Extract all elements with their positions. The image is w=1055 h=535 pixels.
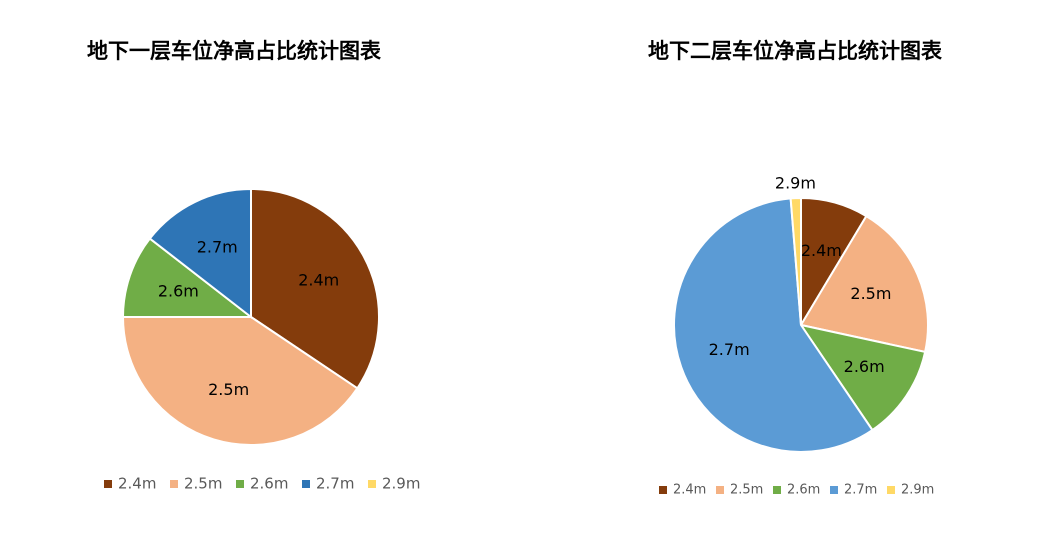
pie-slice bbox=[673, 197, 874, 453]
pie-slice bbox=[799, 214, 929, 354]
data-label: 2.6m bbox=[844, 357, 885, 376]
legend-label: 2.7m bbox=[316, 475, 354, 493]
legend-swatch bbox=[170, 480, 178, 488]
legend-swatch bbox=[887, 486, 895, 494]
legend-label: 2.4m bbox=[673, 483, 706, 498]
data-label: 2.4m bbox=[298, 270, 339, 289]
pie-slice bbox=[789, 196, 802, 326]
pie-slice bbox=[121, 316, 359, 446]
legend-swatch bbox=[773, 486, 781, 494]
data-label: 2.6m bbox=[158, 282, 199, 301]
legend-swatch bbox=[104, 480, 112, 488]
pie-slice bbox=[121, 237, 254, 318]
pie-slice bbox=[148, 187, 252, 320]
legend-swatch bbox=[236, 480, 244, 488]
legend-swatch bbox=[830, 486, 838, 494]
legend-swatch bbox=[302, 480, 310, 488]
legend-swatch bbox=[368, 480, 376, 488]
legend-label: 2.7m bbox=[844, 483, 877, 498]
legend-label: 2.9m bbox=[901, 483, 934, 498]
legend-swatch bbox=[659, 486, 667, 494]
legend-label: 2.5m bbox=[184, 475, 222, 493]
legend-label: 2.9m bbox=[382, 475, 420, 493]
data-label: 2.5m bbox=[850, 284, 891, 303]
chart-title: 地下一层车位净高占比统计图表 bbox=[87, 39, 382, 63]
legend-label: 2.6m bbox=[250, 475, 288, 493]
data-label: 2.7m bbox=[709, 340, 750, 359]
legend-swatch bbox=[716, 486, 724, 494]
data-label: 2.5m bbox=[208, 380, 249, 399]
legend-label: 2.4m bbox=[118, 475, 156, 493]
legend-label: 2.5m bbox=[730, 483, 763, 498]
data-label: 2.9m bbox=[775, 174, 816, 193]
data-label: 2.4m bbox=[801, 241, 842, 260]
chart-title: 地下二层车位净高占比统计图表 bbox=[648, 39, 943, 63]
pie-slice bbox=[798, 323, 927, 432]
data-label: 2.7m bbox=[197, 238, 238, 257]
pie-slice bbox=[250, 187, 380, 390]
legend-label: 2.6m bbox=[787, 483, 820, 498]
